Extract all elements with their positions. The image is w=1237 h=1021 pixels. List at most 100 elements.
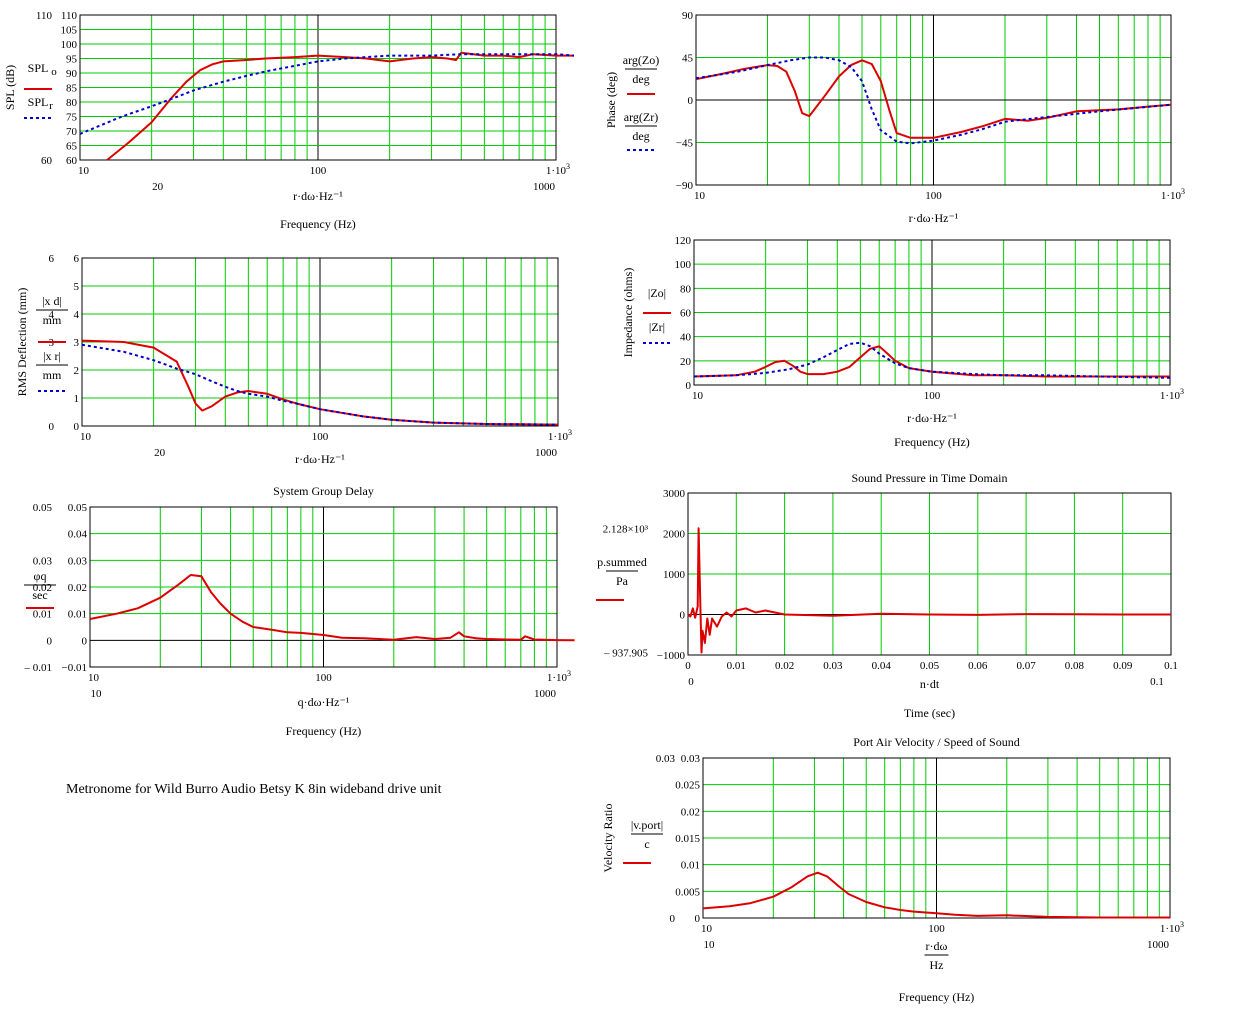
group-delay-xtick-sup: 3 — [567, 669, 571, 678]
time-domain-xtick-label: 0.09 — [1113, 660, 1133, 672]
phase-ytick-label: 0 — [688, 95, 694, 107]
port-velocity-series-0 — [702, 871, 1170, 919]
spl-ytick-label: 85 — [66, 83, 78, 95]
deflection-xexpr: r·dω·Hz⁻¹ — [295, 452, 345, 466]
deflection-yextra-label: 4 — [49, 309, 55, 321]
port-velocity-xtick-label: 1·103 — [1160, 920, 1184, 935]
group-delay-yextra-label: 0.01 — [33, 609, 52, 621]
deflection-ytick-label: 0 — [74, 421, 80, 433]
phase-series-1 — [695, 56, 1172, 145]
group-delay-title: System Group Delay — [273, 484, 374, 498]
impedance-series-1 — [693, 341, 1171, 379]
group-delay-ytick-label: −0.01 — [62, 662, 87, 674]
time-domain-xtick-label: 0.06 — [968, 660, 988, 672]
phase-ytick-label: 45 — [682, 53, 694, 65]
impedance-xtick-label: 10 — [692, 390, 704, 402]
spl-series-0 — [106, 51, 574, 161]
impedance-xtick-label: 1·103 — [1160, 387, 1184, 402]
time-domain-xextra-label: 0 — [688, 676, 694, 688]
impedance-xtick-label: 100 — [924, 390, 941, 402]
time-domain-xtick-label: 0.04 — [872, 660, 892, 672]
deflection-grid — [82, 258, 558, 426]
chart-group-delay: −0.01 0 0.01 0.02 0.03 0.04 0.05 10 100 1·103 — [62, 502, 575, 684]
impedance-xlabel: Frequency (Hz) — [894, 435, 970, 449]
phase-legend-0-den: deg — [632, 72, 649, 86]
phase-legend-1-num: arg(Zr) — [624, 110, 658, 124]
port-velocity-ytick-label: 0.01 — [681, 860, 700, 872]
impedance-xexpr: r·dω·Hz⁻¹ — [907, 411, 957, 425]
impedance-ytick-label: 0 — [686, 380, 692, 392]
port-velocity-ytick-label: 0.025 — [675, 780, 700, 792]
deflection-ytick-label: 4 — [74, 309, 80, 321]
spl-ytick-label: 110 — [61, 10, 78, 22]
defl-legend-1-den: mm — [43, 368, 62, 382]
group-delay-xextra-label: 10 — [91, 688, 103, 700]
port-velocity-xexpr-den: Hz — [930, 958, 944, 972]
time-domain-xlabel: Time (sec) — [904, 706, 955, 720]
group-delay-ytick-label: 0.02 — [68, 582, 87, 594]
spl-labels: r·dω·Hz⁻¹ Frequency (Hz) SPL (dB) 20 1000 110… — [3, 10, 556, 231]
impedance-ytick-label: 120 — [675, 235, 692, 247]
defl-legend-1-num: |x r| — [43, 349, 61, 363]
port-velocity-ylabel: Velocity Ratio — [601, 804, 615, 873]
spl-xtick-label: 100 — [310, 165, 327, 177]
group-delay-xexpr: q·dω·Hz⁻¹ — [298, 695, 350, 709]
time-domain-yextra-label: – 937.905 — [603, 647, 649, 659]
impedance-ytick-label: 80 — [680, 283, 692, 295]
time-domain-xtick-label: 0.08 — [1065, 660, 1085, 672]
group-delay-series-0 — [89, 574, 575, 642]
port-velocity-xlabel: Frequency (Hz) — [899, 990, 975, 1004]
port-velocity-xextra-label: 1000 — [1147, 939, 1170, 951]
chart-impedance: 0 20 40 60 80 100 120 10 100 1·103 — [675, 235, 1185, 402]
time-domain-ytick-label: 3000 — [663, 488, 686, 500]
defl-legend-0-den: mm — [43, 313, 62, 327]
time-domain-xtick-label: 0.03 — [823, 660, 843, 672]
spl-xlabel: Frequency (Hz) — [280, 217, 356, 231]
port-velocity-ytick-label: 0.015 — [675, 833, 700, 845]
port-velocity-title: Port Air Velocity / Speed of Sound — [853, 735, 1019, 749]
spl-legend-0-sub: o — [51, 66, 57, 78]
gd-legend-0-den: sec — [32, 588, 47, 602]
phase-legend-1-den: deg — [632, 129, 649, 143]
spl-ytick-label: 60 — [66, 155, 78, 167]
time-domain-labels: Sound Pressure in Time Domain n·dt Time (s… — [603, 471, 1164, 720]
port-velocity-grid — [703, 758, 1170, 918]
time-domain-ytick-label: 0 — [680, 610, 686, 622]
chart-spl: 60 65 70 75 80 85 90 95 100 105 110 10 100 1·103 — [61, 10, 575, 177]
deflection-ytick-label: 5 — [74, 281, 80, 293]
spl-ytick-label: 65 — [66, 141, 78, 153]
spl-legend-1: SPL — [28, 95, 49, 109]
group-delay-ytick-label: 0.05 — [68, 502, 88, 514]
spl-legend-1-sub: r — [49, 100, 53, 112]
spl-yextra-label: 60 — [41, 155, 53, 167]
time-domain-grid — [688, 493, 1171, 655]
spl-xtick-sup: 3 — [566, 162, 570, 171]
port-velocity-yextra-label: 0 — [670, 913, 676, 925]
spl-xtick-label: 10 — [78, 165, 90, 177]
spl-ytick-label: 75 — [66, 112, 78, 124]
phase-xtick-label: 1·103 — [1161, 187, 1185, 202]
spl-frame — [79, 14, 557, 161]
time-domain-ytick-label: 2000 — [663, 529, 686, 541]
time-domain-ytick-label: 1000 — [663, 569, 686, 581]
impedance-xtick-sup: 3 — [1180, 387, 1184, 396]
defl-legend-0-num: |x d| — [42, 294, 62, 308]
gd-legend-0-num: φq — [34, 569, 47, 583]
impedance-frame — [693, 239, 1171, 386]
phase-ytick-label: 90 — [682, 10, 694, 22]
group-delay-xlabel: Frequency (Hz) — [286, 724, 362, 738]
impedance-grid — [694, 240, 1170, 385]
spl-xexpr: r·dω·Hz⁻¹ — [293, 189, 343, 203]
deflection-xtick-label: 100 — [312, 431, 329, 443]
spl-xextra-label: 1000 — [533, 181, 556, 193]
phase-ytick-label: −45 — [676, 138, 694, 150]
deflection-yextra-label: 6 — [49, 253, 55, 265]
group-delay-ytick-label: 0.04 — [68, 529, 88, 541]
deflection-series-1 — [81, 343, 559, 426]
port-velocity-yextra-label: 0.03 — [656, 753, 676, 765]
spl-grid — [80, 15, 556, 160]
phase-ylabel: Phase (deg) — [604, 72, 618, 128]
port-velocity-ytick-label: 0.005 — [675, 886, 700, 898]
